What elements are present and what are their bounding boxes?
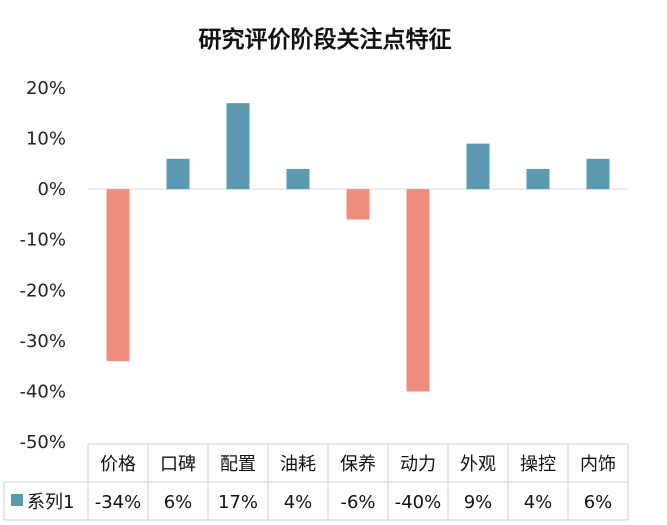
y-tick-label: 20% [26, 78, 66, 99]
y-tick-label: -20% [19, 280, 66, 301]
bar [286, 168, 310, 190]
bar [466, 143, 490, 190]
bar [226, 103, 250, 190]
category-label: 保养 [340, 454, 376, 475]
y-axis: 20% 10% 0% -10% -20% -30% -40% -50% [19, 78, 66, 453]
bar [586, 158, 610, 190]
y-tick-label: -10% [19, 230, 66, 251]
data-label: -40% [395, 492, 442, 513]
category-label: 动力 [400, 454, 436, 475]
chart-title: 研究评价阶段关注点特征 [199, 26, 452, 53]
y-tick-label: 0% [37, 179, 66, 200]
data-label: 17% [218, 492, 258, 513]
data-label: -34% [95, 492, 142, 513]
data-label: -6% [340, 492, 375, 513]
bar [526, 168, 550, 190]
bar [346, 189, 370, 220]
bar [106, 189, 130, 362]
category-label: 外观 [460, 454, 496, 475]
bars [88, 103, 628, 392]
y-tick-label: -30% [19, 331, 66, 352]
y-tick-label: -50% [19, 432, 66, 453]
category-label: 口碑 [160, 454, 196, 475]
y-tick-label: 10% [26, 129, 66, 150]
data-label: 6% [584, 492, 613, 513]
y-tick-label: -40% [19, 381, 66, 402]
series-name: 系列1 [27, 492, 74, 513]
category-label: 价格 [100, 454, 136, 475]
data-label: 9% [464, 492, 493, 513]
category-label: 操控 [520, 454, 556, 475]
bar [406, 189, 430, 392]
data-label: 6% [164, 492, 193, 513]
bar [166, 158, 190, 190]
data-label: 4% [524, 492, 553, 513]
category-label: 配置 [220, 454, 256, 475]
data-label: 4% [284, 492, 313, 513]
category-label: 油耗 [280, 454, 316, 475]
category-label: 内饰 [580, 454, 616, 475]
legend-swatch [11, 494, 23, 506]
